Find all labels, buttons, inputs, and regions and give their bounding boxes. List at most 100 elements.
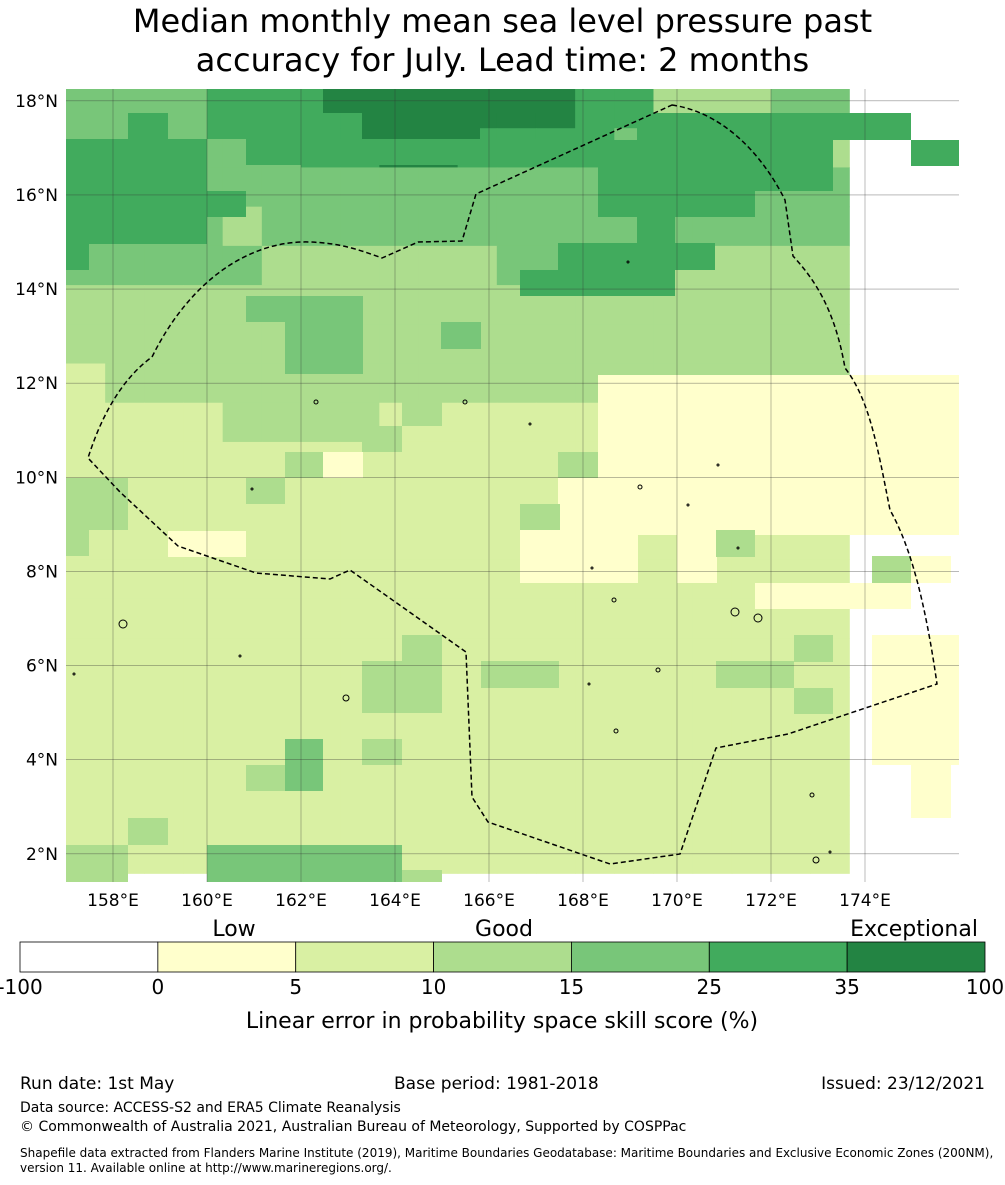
grid-cell (105, 559, 145, 600)
grid-cell (66, 285, 106, 325)
grid-cell (677, 530, 717, 583)
colorbar-tick-label: 15 (559, 975, 584, 999)
longitude-label: 168°E (557, 891, 609, 911)
grid-cell (183, 598, 224, 639)
grid-cell (261, 598, 302, 639)
grid-cell (144, 716, 184, 757)
grid-cell (872, 556, 911, 583)
grid-cell (105, 324, 145, 365)
grid-cell (496, 402, 537, 443)
grid-cell (653, 716, 694, 757)
grid-cell (128, 818, 168, 845)
grid-cell (66, 716, 106, 757)
grid-cell (105, 402, 145, 443)
grid-cell (496, 755, 537, 796)
grid-cell (810, 206, 850, 247)
grid-cell (535, 716, 576, 757)
grid-cell (183, 441, 224, 482)
grid-cell (770, 794, 811, 835)
grid-cell (614, 716, 654, 757)
grid-cell (911, 556, 951, 583)
grid-cell (692, 794, 733, 835)
grid-cell (66, 441, 106, 482)
grid-cell (105, 716, 145, 757)
grid-cell (222, 638, 263, 678)
grid-cell (66, 794, 106, 835)
grid-cell (222, 677, 263, 717)
grid-cell (379, 794, 419, 835)
grid-cell (66, 139, 207, 244)
latitude-label: 2°N (26, 845, 58, 865)
longitude-label: 174°E (839, 891, 891, 911)
grid-cell (222, 402, 263, 443)
grid-cell (402, 400, 442, 426)
grid-cell (575, 794, 615, 835)
grid-cell (418, 285, 459, 325)
grid-cell (66, 755, 106, 796)
grid-cell (535, 598, 576, 639)
colorbar-category-good: Good (475, 917, 533, 942)
grid-cell (300, 559, 341, 600)
grid-cell (418, 716, 459, 757)
latitude-label: 10°N (15, 468, 58, 488)
island-outline (753, 613, 763, 623)
grid-cell (496, 716, 537, 757)
longitude-label: 158°E (87, 891, 139, 911)
grid-cell (105, 285, 145, 325)
grid-cell (481, 661, 559, 688)
longitude-labels: 158°E 160°E 162°E 164°E 166°E 168°E 170°E 172°E… (87, 891, 891, 911)
grid-cell (637, 113, 911, 140)
grid-cell (207, 191, 246, 217)
grid-cell (418, 559, 459, 600)
map-title: Median monthly mean sea level pressure p… (132, 2, 873, 79)
latitude-label: 12°N (15, 374, 58, 394)
longitude-label: 166°E (463, 891, 515, 911)
grid-cell (692, 755, 733, 796)
longitude-label: 172°E (745, 891, 797, 911)
island-outline (72, 672, 76, 676)
colorbar-swatch (19, 941, 159, 973)
grid-cell (340, 481, 380, 521)
grid-cell (598, 375, 959, 535)
grid-cell (402, 870, 442, 882)
grid-cell (575, 324, 615, 365)
grid-cell (457, 755, 498, 796)
grid-cell (731, 245, 772, 286)
grid-cell (340, 794, 380, 835)
grid-cell (614, 794, 654, 835)
grid-cell (418, 755, 459, 796)
grid-cell (300, 206, 341, 247)
grid-cell (300, 520, 341, 561)
grid-cell (535, 402, 576, 443)
grid-cell (300, 245, 341, 286)
grid-cell (261, 677, 302, 717)
grid-cell (261, 794, 302, 835)
grid-cell (323, 452, 363, 478)
grid-cell (810, 324, 850, 365)
island-outline (809, 792, 815, 798)
grid-cell (614, 598, 654, 639)
grid-cell (144, 324, 184, 365)
grid-cell (128, 113, 168, 139)
grid-cell (810, 755, 850, 796)
grid-cell (457, 402, 498, 443)
grid-cell (379, 520, 419, 561)
grid-cell (575, 89, 615, 129)
latitude-label: 8°N (26, 562, 58, 582)
grid-cell (558, 478, 638, 583)
grid-cell (402, 635, 442, 662)
island-outline (118, 619, 128, 629)
grid-cell (755, 583, 911, 609)
issued-date: Issued: 23/12/2021 (821, 1074, 985, 1094)
grid-cell (535, 206, 576, 247)
grid-cell (362, 661, 442, 713)
grid-cell (261, 206, 302, 247)
grid-cell (362, 739, 402, 765)
island-outline (613, 728, 619, 734)
island-outline (587, 682, 591, 686)
grid-cell (379, 245, 419, 286)
island-outline (462, 399, 468, 405)
grid-cell (183, 794, 224, 835)
grid-cell (183, 677, 224, 717)
